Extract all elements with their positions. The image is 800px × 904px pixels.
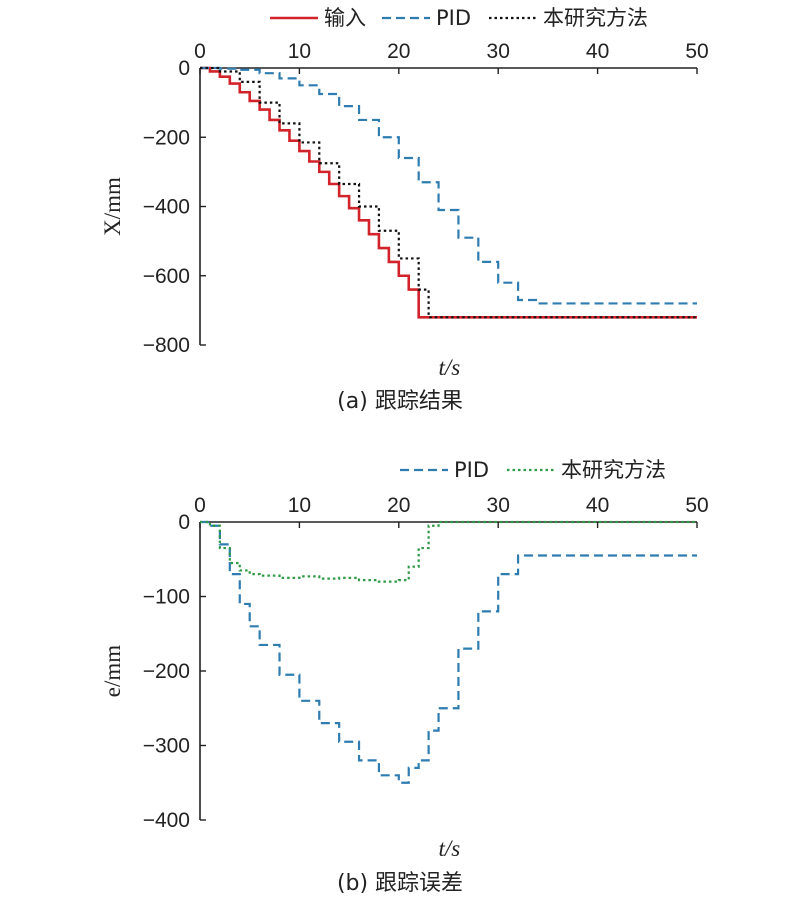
y-tick-label: −200	[143, 126, 190, 149]
x-tick-label: 10	[288, 40, 311, 63]
y-tick-label: 0	[178, 57, 190, 80]
series-line-0	[200, 520, 697, 784]
x-tick-label: 40	[586, 494, 609, 517]
series-line-1	[200, 66, 697, 305]
legend-label-2: 本研究方法	[543, 6, 648, 30]
y-tick-label: −100	[143, 586, 190, 609]
panel-b-axes: 0 10 20 30 40 50 0 −100 −200 −300 −400	[143, 494, 709, 832]
x-tick-label: 20	[387, 40, 410, 63]
legend-label-0: PID	[454, 458, 489, 482]
x-tick-label: 30	[487, 40, 510, 63]
panel-a: 输入 PID 本研究方法 0 10 20 30 40 500−200−400−600−800 …	[100, 6, 709, 414]
panel-a-x-axis-label: t/s	[439, 355, 461, 380]
y-tick-label: −200	[143, 660, 190, 683]
series-line-0	[200, 66, 697, 319]
x-tick-label: 50	[685, 40, 708, 63]
x-tick-label: 0	[194, 40, 206, 63]
x-tick-label: 50	[685, 494, 708, 517]
x-tick-label: 30	[487, 494, 510, 517]
y-tick-label: −400	[143, 809, 190, 832]
legend-label-0: 输入	[324, 6, 366, 30]
x-tick-label: 20	[387, 494, 410, 517]
panel-a-axes: 0 10 20 30 40 50 0 −200 −400 −600 −800	[143, 40, 709, 357]
panel-a-y-axis-label: X/mm	[100, 177, 125, 236]
y-tick-label: 0	[178, 511, 190, 534]
x-tick-label: 40	[586, 40, 609, 63]
panel-a-caption: (a) 跟踪结果	[337, 389, 463, 414]
panel-b-caption: (b) 跟踪误差	[337, 871, 463, 896]
y-tick-label: −300	[143, 735, 190, 758]
y-tick-label: −600	[143, 265, 190, 288]
panel-b-x-axis-label: t/s	[439, 836, 461, 861]
panel-b: PID 本研究方法 0 10 20 30 40 50 0 −100 −200 −300 −400 (b…	[100, 458, 709, 896]
y-tick-label: −400	[143, 196, 190, 219]
y-tick-label: −800	[143, 334, 190, 357]
series-line-1	[200, 520, 697, 583]
panel-b-y-axis-label: e/mm	[100, 645, 125, 697]
x-tick-label: 10	[288, 494, 311, 517]
legend-label-1: PID	[436, 6, 471, 30]
series-line-2	[200, 66, 697, 319]
panel-b-lines	[200, 520, 697, 784]
panel-b-legend: PID 本研究方法	[400, 458, 666, 482]
x-tick-label: 0	[194, 494, 206, 517]
legend-label-1: 本研究方法	[561, 458, 666, 482]
panel-a-legend: 输入 PID 本研究方法	[270, 6, 648, 30]
panel-a-lines	[200, 66, 697, 319]
